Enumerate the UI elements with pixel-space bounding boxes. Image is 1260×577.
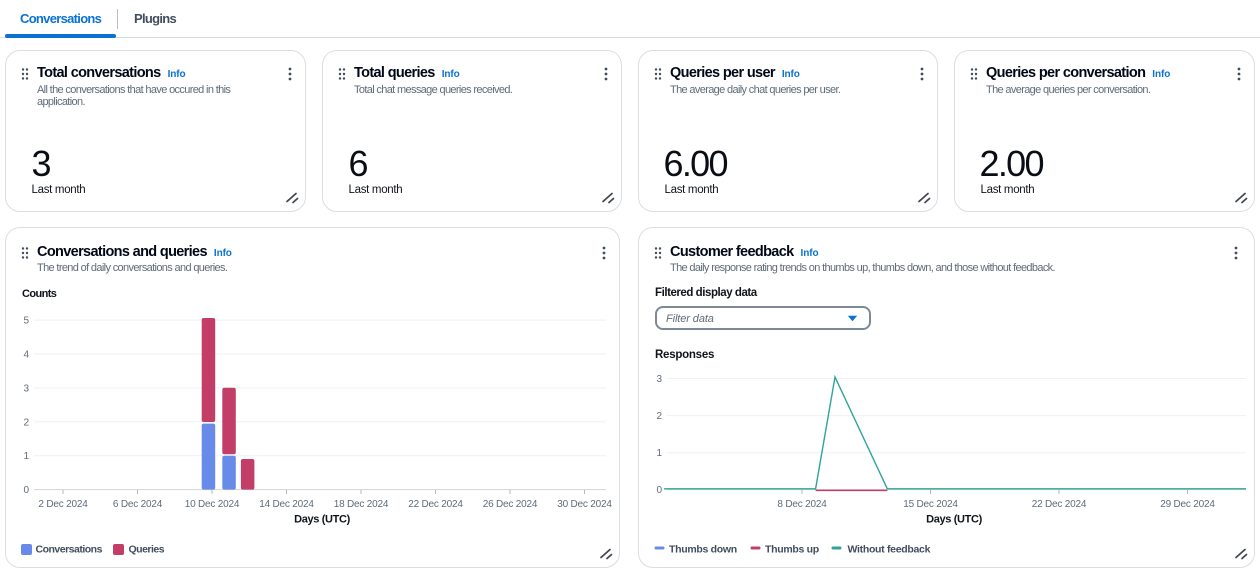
svg-text:5: 5 — [23, 316, 29, 327]
svg-text:1: 1 — [23, 451, 29, 462]
svg-text:Queries: Queries — [129, 544, 165, 556]
svg-text:10 Dec 2024: 10 Dec 2024 — [185, 499, 240, 510]
svg-text:29 Dec 2024: 29 Dec 2024 — [1160, 499, 1215, 510]
svg-text:4: 4 — [23, 350, 29, 361]
svg-text:Thumbs down: Thumbs down — [669, 544, 737, 556]
svg-text:22 Dec 2024: 22 Dec 2024 — [408, 499, 463, 510]
svg-text:26 Dec 2024: 26 Dec 2024 — [483, 499, 538, 510]
svg-text:Days (UTC): Days (UTC) — [294, 514, 350, 526]
svg-text:2: 2 — [23, 417, 29, 428]
svg-text:18 Dec 2024: 18 Dec 2024 — [334, 499, 389, 510]
svg-text:Days (UTC): Days (UTC) — [926, 514, 982, 526]
svg-text:3: 3 — [23, 383, 29, 394]
svg-text:0: 0 — [23, 485, 29, 496]
svg-text:8 Dec 2024: 8 Dec 2024 — [777, 499, 827, 510]
svg-text:14 Dec 2024: 14 Dec 2024 — [259, 499, 314, 510]
svg-text:2 Dec 2024: 2 Dec 2024 — [38, 499, 88, 510]
svg-text:Thumbs up: Thumbs up — [765, 544, 819, 556]
svg-text:Conversations: Conversations — [36, 544, 103, 556]
svg-text:0: 0 — [656, 485, 662, 496]
svg-text:2: 2 — [656, 411, 662, 422]
svg-text:30 Dec 2024: 30 Dec 2024 — [557, 499, 612, 510]
svg-text:1: 1 — [656, 448, 662, 459]
svg-text:3: 3 — [656, 374, 662, 385]
svg-text:6 Dec 2024: 6 Dec 2024 — [113, 499, 163, 510]
svg-text:22 Dec 2024: 22 Dec 2024 — [1032, 499, 1087, 510]
svg-text:Without feedback: Without feedback — [848, 544, 931, 556]
svg-text:15 Dec 2024: 15 Dec 2024 — [903, 499, 958, 510]
